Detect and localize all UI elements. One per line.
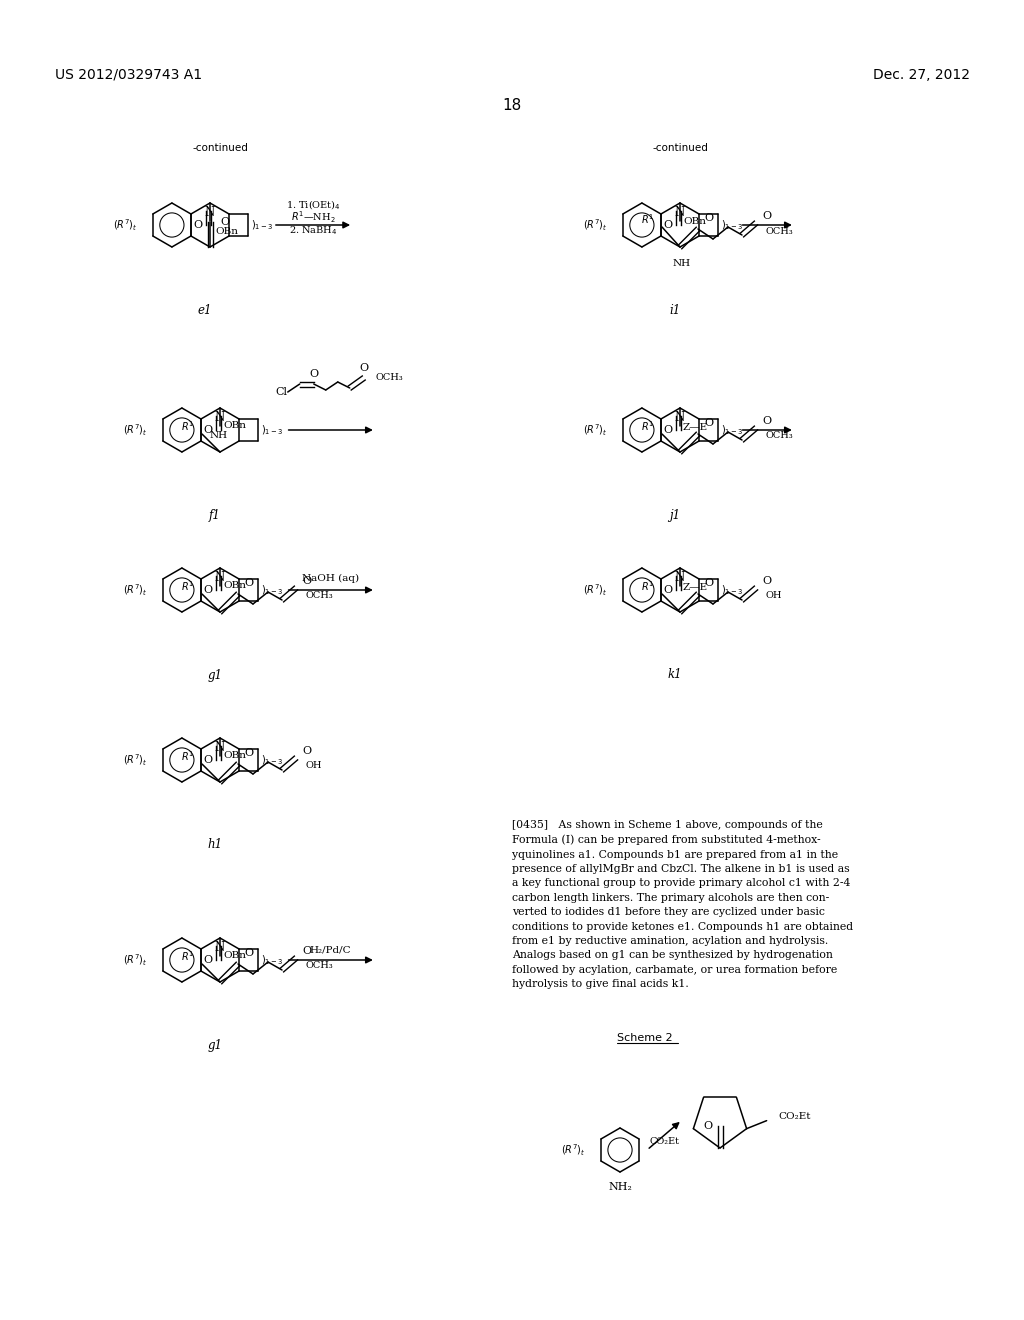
Text: g1: g1 bbox=[208, 668, 222, 681]
Text: O: O bbox=[702, 1121, 712, 1131]
Text: $R^1$—NH$_2$: $R^1$—NH$_2$ bbox=[291, 209, 335, 224]
Text: O: O bbox=[203, 954, 212, 965]
Text: h1: h1 bbox=[208, 838, 222, 851]
Text: k1: k1 bbox=[668, 668, 682, 681]
Text: $(R^7)_t$: $(R^7)_t$ bbox=[561, 1142, 586, 1158]
Text: $R^1$: $R^1$ bbox=[641, 420, 654, 433]
Text: $)_{1-3}$: $)_{1-3}$ bbox=[261, 424, 284, 437]
Text: OH: OH bbox=[766, 591, 782, 601]
Text: O: O bbox=[203, 755, 212, 766]
Text: O: O bbox=[705, 213, 713, 223]
Text: Z—E: Z—E bbox=[683, 583, 709, 593]
Text: 1. Ti(OEt)$_4$: 1. Ti(OEt)$_4$ bbox=[286, 198, 340, 211]
Text: O: O bbox=[705, 578, 713, 587]
Text: O: O bbox=[359, 363, 369, 374]
Text: j1: j1 bbox=[670, 508, 681, 521]
Text: O: O bbox=[203, 425, 212, 436]
Text: $(R^7)_t$: $(R^7)_t$ bbox=[123, 422, 147, 438]
Text: O: O bbox=[309, 370, 318, 379]
Text: $R^1$: $R^1$ bbox=[181, 750, 194, 763]
Text: $R^1$: $R^1$ bbox=[181, 949, 194, 962]
Text: N: N bbox=[205, 206, 215, 219]
Text: CO₂Et: CO₂Et bbox=[778, 1113, 811, 1121]
Text: O: O bbox=[762, 576, 771, 586]
Text: Scheme 2: Scheme 2 bbox=[617, 1034, 673, 1043]
Text: $)_{1-3}$: $)_{1-3}$ bbox=[261, 583, 284, 597]
Text: $(R^7)_t$: $(R^7)_t$ bbox=[583, 218, 608, 232]
Text: NH₂: NH₂ bbox=[608, 1181, 632, 1192]
Text: N: N bbox=[675, 572, 685, 583]
Text: OCH₃: OCH₃ bbox=[766, 227, 794, 235]
Text: OCH₃: OCH₃ bbox=[306, 961, 334, 970]
Text: $)_{1-3}$: $)_{1-3}$ bbox=[261, 754, 284, 767]
Text: O: O bbox=[244, 578, 253, 587]
Text: $)_{1-3}$: $)_{1-3}$ bbox=[251, 218, 273, 232]
Text: OBn: OBn bbox=[223, 582, 246, 590]
Text: [0435]   As shown in Scheme 1 above, compounds of the
Formula (I) can be prepare: [0435] As shown in Scheme 1 above, compo… bbox=[512, 820, 853, 989]
Text: $)_{1-3}$: $)_{1-3}$ bbox=[721, 424, 743, 437]
Text: $R^1$: $R^1$ bbox=[641, 579, 654, 593]
Text: O: O bbox=[762, 211, 771, 220]
Text: $(R^7)_t$: $(R^7)_t$ bbox=[113, 218, 138, 232]
Text: Dec. 27, 2012: Dec. 27, 2012 bbox=[873, 69, 970, 82]
Text: O: O bbox=[663, 425, 672, 436]
Text: OCH₃: OCH₃ bbox=[376, 374, 403, 383]
Text: US 2012/0329743 A1: US 2012/0329743 A1 bbox=[55, 69, 202, 82]
Text: g1: g1 bbox=[208, 1039, 222, 1052]
Text: N: N bbox=[675, 411, 685, 424]
Text: H₂/Pd/C: H₂/Pd/C bbox=[310, 945, 351, 954]
Text: NH: NH bbox=[673, 259, 691, 268]
Text: O: O bbox=[302, 946, 311, 956]
Text: OBn: OBn bbox=[223, 751, 246, 760]
Text: -continued: -continued bbox=[193, 143, 248, 153]
Text: OH: OH bbox=[306, 762, 323, 771]
Text: OBn: OBn bbox=[215, 227, 238, 235]
Text: O: O bbox=[663, 220, 672, 230]
Text: O: O bbox=[220, 216, 229, 227]
Text: -continued: -continued bbox=[652, 143, 708, 153]
Text: $(R^7)_t$: $(R^7)_t$ bbox=[123, 952, 147, 968]
Text: e1: e1 bbox=[198, 304, 212, 317]
Text: Cl: Cl bbox=[275, 387, 288, 397]
Text: $(R^7)_t$: $(R^7)_t$ bbox=[123, 752, 147, 768]
Text: OBn: OBn bbox=[223, 952, 246, 961]
Text: O: O bbox=[244, 748, 253, 758]
Text: OCH₃: OCH₃ bbox=[766, 432, 794, 441]
Text: O: O bbox=[302, 576, 311, 586]
Text: $R^1$: $R^1$ bbox=[641, 213, 654, 226]
Text: OBn: OBn bbox=[683, 216, 706, 226]
Text: CO₂Et: CO₂Et bbox=[649, 1138, 680, 1147]
Text: 18: 18 bbox=[503, 98, 521, 112]
Text: f1: f1 bbox=[209, 508, 221, 521]
Text: O: O bbox=[762, 416, 771, 426]
Text: O: O bbox=[203, 585, 212, 595]
Text: O: O bbox=[705, 418, 713, 428]
Text: $(R^7)_t$: $(R^7)_t$ bbox=[583, 582, 608, 598]
Text: $(R^7)_t$: $(R^7)_t$ bbox=[583, 422, 608, 438]
Text: N: N bbox=[215, 941, 225, 954]
Text: i1: i1 bbox=[670, 304, 681, 317]
Text: $R^1$: $R^1$ bbox=[181, 579, 194, 593]
Text: O: O bbox=[302, 746, 311, 756]
Text: $)_{1-3}$: $)_{1-3}$ bbox=[721, 218, 743, 232]
Text: O: O bbox=[663, 585, 672, 595]
Text: NH: NH bbox=[210, 432, 228, 441]
Text: $)_{1-3}$: $)_{1-3}$ bbox=[721, 583, 743, 597]
Text: $(R^7)_t$: $(R^7)_t$ bbox=[123, 582, 147, 598]
Text: N: N bbox=[675, 206, 685, 219]
Text: O: O bbox=[193, 220, 202, 230]
Text: OBn: OBn bbox=[223, 421, 246, 430]
Text: $R^1$: $R^1$ bbox=[181, 420, 194, 433]
Text: OCH₃: OCH₃ bbox=[306, 591, 334, 601]
Text: Z—E: Z—E bbox=[683, 424, 709, 433]
Text: N: N bbox=[215, 411, 225, 424]
Text: O: O bbox=[244, 948, 253, 958]
Text: $)_{1-3}$: $)_{1-3}$ bbox=[261, 953, 284, 966]
Text: 2. NaBH$_4$: 2. NaBH$_4$ bbox=[289, 224, 337, 238]
Text: N: N bbox=[215, 572, 225, 583]
Text: N: N bbox=[215, 741, 225, 754]
Text: NaOH (aq): NaOH (aq) bbox=[302, 573, 359, 582]
